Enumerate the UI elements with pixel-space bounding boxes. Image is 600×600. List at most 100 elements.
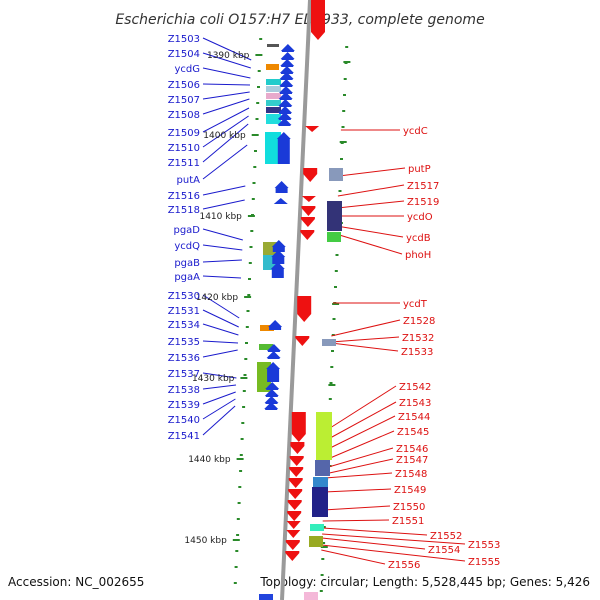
gene-label: Z1533	[401, 347, 433, 358]
genome-backbone	[280, 0, 312, 600]
gene-arrow	[278, 92, 293, 100]
gene-arrow	[311, 0, 325, 40]
scale-label: 1450 kbp	[184, 536, 227, 546]
minor-tick	[247, 294, 251, 296]
gene-arrow	[301, 196, 316, 202]
gene-arrow	[279, 72, 294, 80]
gene-label: ycdG	[174, 64, 200, 75]
gene-label: putP	[408, 164, 431, 175]
minor-tick	[320, 574, 324, 576]
scale-label: 1400 kbp	[203, 131, 246, 141]
feature-block	[266, 64, 279, 70]
connector-line	[202, 185, 246, 196]
gene-label: Z1508	[168, 110, 200, 121]
gene-arrow	[289, 456, 304, 466]
feature-block	[266, 114, 281, 124]
feature-block	[329, 168, 343, 181]
feature-block	[316, 412, 332, 460]
connector-line	[330, 342, 399, 352]
connector-line	[202, 107, 250, 133]
gene-arrow	[278, 99, 293, 107]
gene-arrow	[279, 79, 294, 87]
feature-block	[313, 477, 328, 487]
gene-label: Z1542	[399, 382, 431, 393]
connector-line	[335, 233, 403, 255]
connector-line	[202, 384, 237, 390]
gene-label: Z1537	[168, 369, 200, 380]
gene-label: Z1511	[168, 158, 200, 169]
scale-label: 1390 kbp	[207, 51, 250, 61]
minor-tick	[242, 406, 246, 408]
gene-arrow	[280, 52, 295, 60]
gene-label: Z1506	[168, 80, 200, 91]
connector-line	[202, 37, 252, 61]
gene-arrow	[300, 217, 315, 227]
minor-tick	[329, 382, 333, 384]
gene-label: ycdB	[406, 233, 431, 244]
connector-line	[337, 200, 405, 209]
minor-tick	[237, 502, 241, 504]
connector-line	[202, 349, 238, 358]
minor-tick	[253, 166, 257, 168]
feature-block	[266, 93, 281, 99]
connector-line	[202, 294, 240, 319]
connector-line	[202, 244, 243, 251]
gene-label: Z1503	[168, 34, 200, 45]
minor-tick	[331, 350, 334, 352]
connector-line	[326, 385, 397, 431]
gene-label: Z1504	[168, 49, 200, 60]
minor-tick	[238, 486, 242, 488]
minor-tick	[239, 470, 243, 472]
gene-arrow	[289, 467, 304, 477]
gene-label: ycdC	[403, 126, 428, 137]
minor-tick	[331, 334, 335, 336]
minor-tick	[334, 286, 337, 288]
minor-tick	[255, 118, 259, 120]
gene-arrow	[278, 106, 293, 114]
gene-label: Z1516	[168, 191, 200, 202]
minor-tick	[332, 318, 336, 320]
connector-line	[202, 405, 236, 436]
gene-arrow	[277, 118, 292, 126]
gene-label: Z1510	[168, 143, 200, 154]
gene-label: phoH	[405, 250, 431, 261]
minor-tick	[250, 230, 254, 232]
connector-line	[202, 340, 239, 344]
connector-line	[321, 537, 426, 550]
feature-block	[267, 44, 279, 47]
feature-block	[265, 132, 281, 164]
feature-block	[266, 107, 281, 113]
gene-arrow	[286, 530, 301, 538]
connector-line	[202, 372, 237, 379]
major-tick	[339, 141, 347, 143]
gene-arrow	[277, 112, 292, 120]
gene-label: Z1548	[395, 469, 427, 480]
right-strand-labels: ycdC putP Z1517 Z1519 ycdO ycdB phoH ycdT Z1528 Z…	[388, 126, 500, 571]
gene-arrow	[266, 344, 281, 352]
gene-arrow	[303, 168, 318, 182]
minor-tick	[334, 270, 338, 272]
major-tick	[255, 54, 263, 56]
minor-tick	[252, 182, 256, 184]
gene-arrow	[270, 262, 285, 278]
minor-tick	[321, 558, 325, 560]
gene-arrow	[288, 489, 303, 499]
connector-line	[202, 52, 251, 69]
connector-line	[324, 472, 393, 479]
minor-tick	[246, 310, 250, 312]
scale-labels: 1390 kbp 1400 kbp 1410 kbp 1420 kbp 1430 kbp…	[184, 51, 249, 546]
feature-block	[266, 86, 281, 92]
gene-label: Z1556	[388, 560, 420, 571]
minor-tick	[322, 542, 326, 544]
feature-block	[266, 79, 281, 85]
gene-label: Z1554	[428, 545, 460, 556]
gene-arrow	[280, 44, 295, 52]
minor-tick	[240, 438, 244, 440]
minor-tick	[234, 566, 238, 568]
gene-arrow	[266, 351, 281, 359]
minor-tick	[254, 150, 257, 152]
minor-tick	[319, 590, 323, 592]
gene-arrow	[290, 442, 305, 454]
minor-tick	[249, 246, 253, 248]
gene-label: Z1549	[394, 485, 426, 496]
